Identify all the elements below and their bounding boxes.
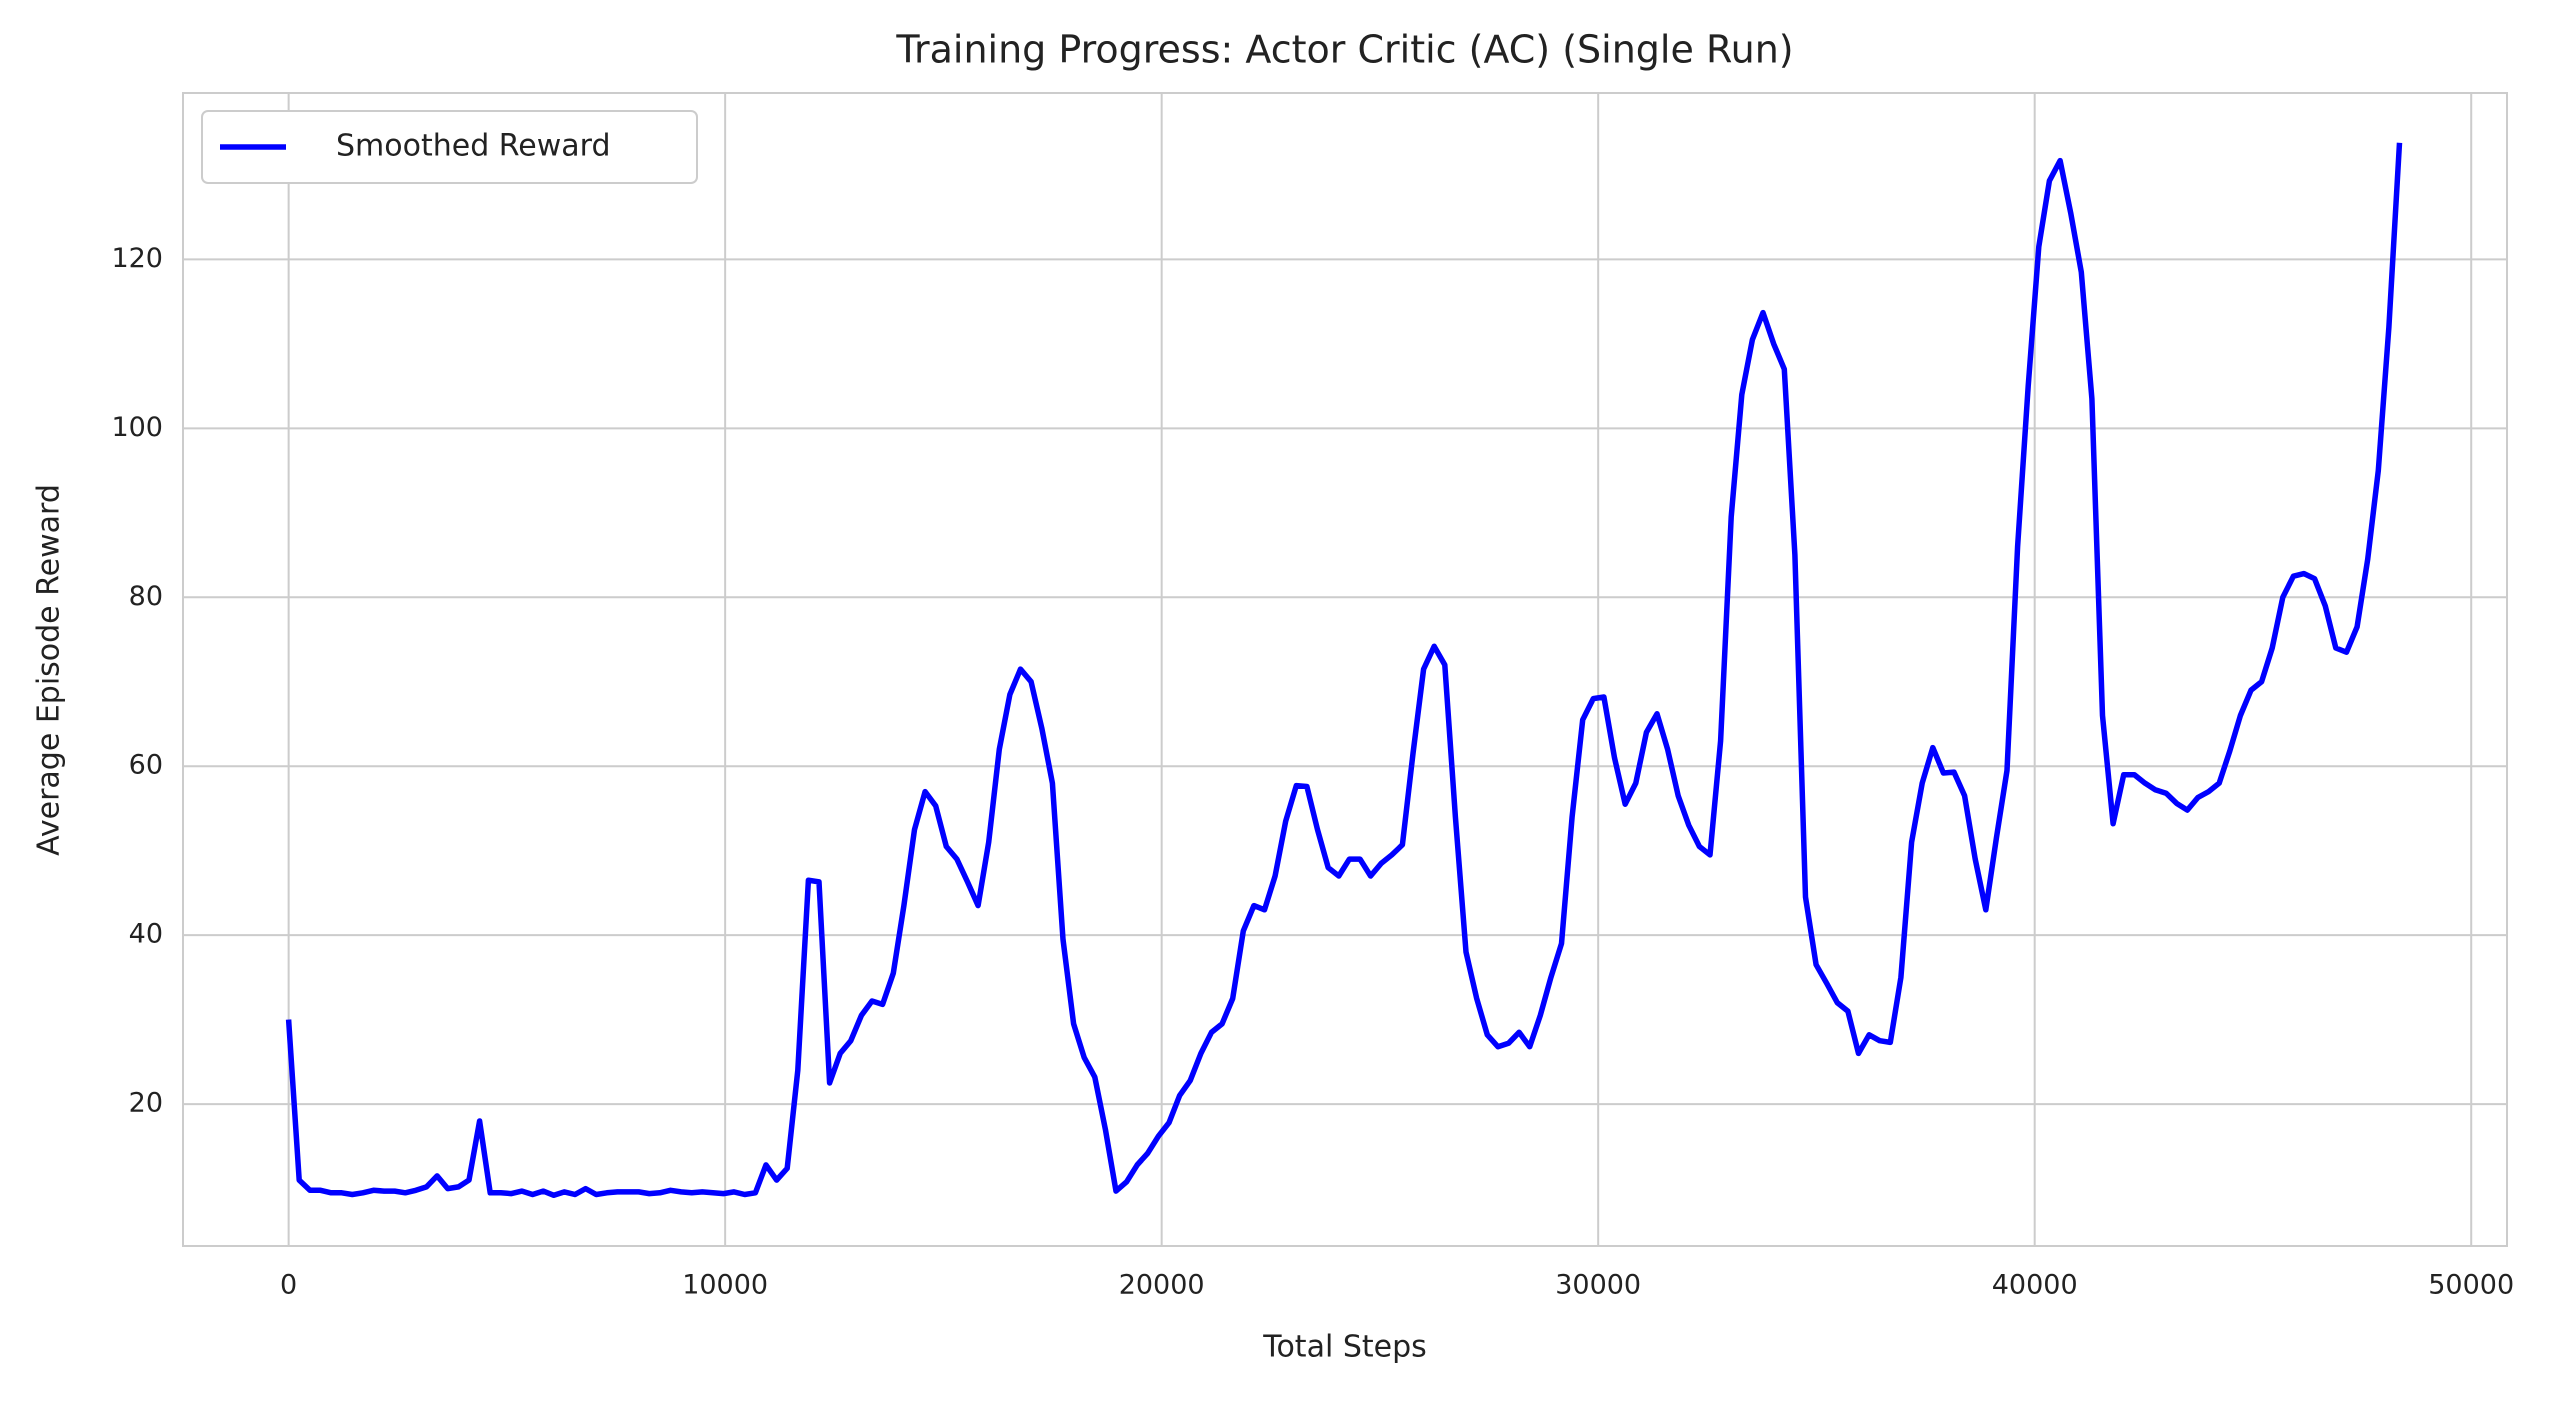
y-axis-label: Average Episode Reward — [32, 484, 67, 856]
series-line — [285, 142, 2403, 1199]
y-tick-label: 100 — [111, 412, 163, 443]
x-tick-label: 20000 — [1119, 1270, 1205, 1301]
y-tick-label: 80 — [129, 581, 163, 612]
y-tick-label: 60 — [129, 750, 163, 781]
legend-box — [201, 110, 698, 184]
x-axis-label: Total Steps — [1262, 1330, 1427, 1365]
y-tick-label: 20 — [129, 1088, 163, 1119]
chart-title: Training Progress: Actor Critic (AC) (Si… — [895, 28, 1793, 72]
x-tick-label: 40000 — [1992, 1270, 2078, 1301]
x-tick-label: 0 — [280, 1270, 297, 1301]
plot-frame — [182, 92, 2508, 1247]
x-tick-label: 10000 — [682, 1270, 768, 1301]
y-tick-label: 120 — [111, 243, 163, 274]
x-tick-label: 30000 — [1555, 1270, 1641, 1301]
legend-label: Smoothed Reward — [336, 129, 611, 164]
y-tick-label: 40 — [129, 919, 163, 950]
x-tick-label: 50000 — [2428, 1270, 2514, 1301]
